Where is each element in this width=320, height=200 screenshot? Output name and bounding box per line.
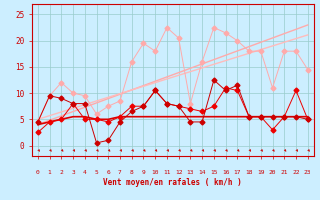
X-axis label: Vent moyen/en rafales ( km/h ): Vent moyen/en rafales ( km/h ) [103,178,242,187]
